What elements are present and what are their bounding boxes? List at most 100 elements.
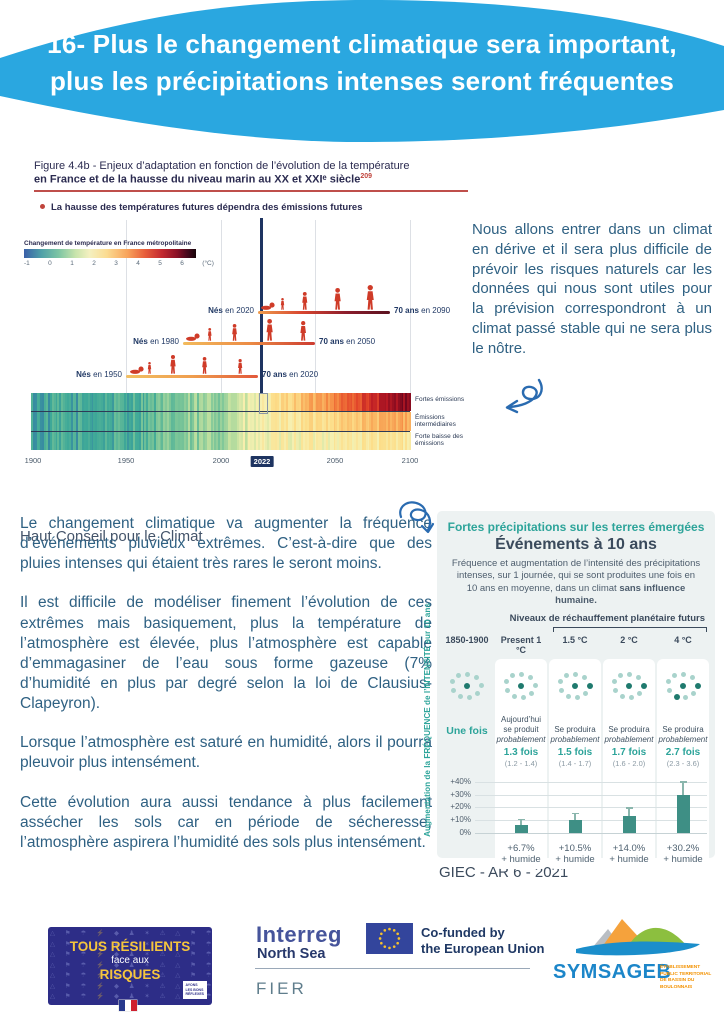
dot-cluster xyxy=(611,671,647,701)
frequency-times: 2.7 fois xyxy=(665,747,701,759)
figure-title-line2: en France et de la hausse du niveau mari… xyxy=(34,173,454,186)
column-header: Present 1 °C xyxy=(500,635,542,656)
generation-age-label: 70 ans en 2050 xyxy=(319,337,376,346)
figure-footnote-ref: 209 xyxy=(360,173,373,180)
y-axis-label: Augmentation de la FRÉQUENCE de l’INTENS… xyxy=(423,603,432,837)
colorbar-tick: 2 xyxy=(92,260,96,267)
symsageb-name: SYMSAGEB xyxy=(553,961,672,983)
x-tick: 2000 xyxy=(212,456,230,465)
frequency-range: (1.6 - 2.0) xyxy=(612,759,646,769)
pictogram-pattern: △ ⚑ ☂ ⚡ ◆ ♟ ✶ ⚠ △ ⚑ ☂ ◆ ⚡△ ⚑ ☂ ⚡ ◆ ♟ ✶ ⚠… xyxy=(50,930,212,1000)
eu-flag-icon xyxy=(366,923,413,954)
frequency-times: 1.7 fois xyxy=(611,747,647,759)
resilients-badge: AYONS LES BONS RÉFLEXES xyxy=(182,981,207,999)
paragraph-4: Cette évolution aura aussi tendance à pl… xyxy=(20,793,432,851)
gridline xyxy=(475,807,707,809)
aside-text: Nous allons entrer dans un climat en dér… xyxy=(472,221,712,357)
generation-born-label: Nés en 1980 xyxy=(133,337,179,346)
colorbar-tick: 4 xyxy=(136,260,140,267)
header-banner xyxy=(0,0,724,142)
probability-text: Se produira probablement xyxy=(550,725,600,745)
generation-bar-2020 xyxy=(258,311,390,314)
colorbar-unit: (°C) xyxy=(202,260,214,267)
dot-cluster xyxy=(665,671,701,701)
resilients-line2: face aux xyxy=(111,955,149,966)
gridline xyxy=(475,820,707,822)
france-flag-icon xyxy=(119,1000,137,1011)
stripe-label-mid: Émissions intermédiaires xyxy=(415,414,456,429)
warming-levels-label: Niveaux de réchauffement planétaire futu… xyxy=(509,613,705,625)
probability-text: Aujourd’hui se produit probablement xyxy=(496,715,546,745)
bar-label: +10.5% + humide xyxy=(555,843,595,866)
x-tick: 2050 xyxy=(326,456,344,465)
y-axis-tick: +20% xyxy=(450,802,471,812)
page-title-line2: plus les précipitations intenses seront … xyxy=(49,66,675,96)
colorbar-tick: -1 xyxy=(24,260,30,267)
figure-plot: Changement de température en France métr… xyxy=(20,216,468,545)
colorbar-tick: 1 xyxy=(70,260,74,267)
figure-panel: Figure 4.4b - Enjeux d’adaptation en fon… xyxy=(20,156,468,545)
gridline xyxy=(221,220,222,393)
column-card xyxy=(495,659,547,870)
arrow-doodle-icon xyxy=(399,501,435,534)
gridline-zero xyxy=(475,833,707,835)
generation-age-label: 70 ans en 2020 xyxy=(262,370,319,379)
generation-age-label: 70 ans en 2090 xyxy=(394,306,451,315)
stripe-label-low: Forte baisse des émissions xyxy=(415,433,464,448)
eu-credit: Co-funded by the European Union xyxy=(421,925,545,957)
gridline xyxy=(126,220,127,393)
figure-source: Haut Conseil pour le Climat xyxy=(20,528,203,545)
x-tick: 1950 xyxy=(117,456,135,465)
probability-text: Se produira probablement xyxy=(604,725,654,745)
frequency-label: Une fois xyxy=(446,725,488,738)
page-title-line1: 16- Plus le changement climatique sera i… xyxy=(47,29,677,59)
column-header: 4 °C xyxy=(674,635,692,646)
stripe-label-high: Fortes émissions xyxy=(415,396,465,403)
y-axis-tick: +30% xyxy=(450,790,471,800)
x-tick: 1900 xyxy=(24,456,42,465)
precip-chart-card: Fortes précipitations sur les terres éme… xyxy=(437,511,715,870)
column-card xyxy=(603,659,655,870)
symsageb-subtitle: ÉTABLISSEMENT PUBLIC TERRITORIAL DE BASS… xyxy=(660,965,712,991)
interreg-logo: Interreg xyxy=(256,922,342,947)
gridline xyxy=(475,782,707,784)
colorbar-ticks: -1 0 1 2 3 4 5 6 (°C) xyxy=(24,260,214,267)
frequency-range: (1.2 - 1.4) xyxy=(504,759,538,769)
figure-bullet: La hausse des températures futures dépen… xyxy=(40,202,468,213)
warming-stripes xyxy=(31,393,412,450)
paragraph-1: Le changement climatique va augmenter la… xyxy=(20,515,432,573)
page-title: 16- Plus le changement climatique sera i… xyxy=(0,26,724,100)
footer-divider xyxy=(255,968,530,969)
figure-title-text: en France et de la hausse du niveau mari… xyxy=(34,173,361,186)
generation-born-label: Nés en 1950 xyxy=(76,370,122,379)
chart-subtitle: Événements à 10 ans xyxy=(495,536,657,553)
y-axis-tick: 0% xyxy=(459,828,471,838)
gridline xyxy=(410,220,411,393)
levels-bracket xyxy=(553,627,707,633)
figure-rule xyxy=(34,189,468,192)
column-card xyxy=(657,659,709,870)
year-2022-box xyxy=(259,393,268,414)
column-header: 1.5 °C xyxy=(562,635,588,646)
frequency-times: 1.5 fois xyxy=(557,747,593,759)
bar-label: +6.7% + humide xyxy=(501,843,541,866)
symsageb-logo-icon xyxy=(576,919,700,956)
generation-bar-1980 xyxy=(183,342,315,345)
y-axis-tick: +40% xyxy=(450,777,471,787)
bar-label: +14.0% + humide xyxy=(609,843,649,866)
x-tick: 2100 xyxy=(401,456,419,465)
paragraph-2: Il est difficile de modéliser finement l… xyxy=(20,594,432,713)
column-header: 2 °C xyxy=(620,635,638,646)
x-tick-2022: 2022 xyxy=(250,456,274,467)
logo-resilients: △ ⚑ ☂ ⚡ ◆ ♟ ✶ ⚠ △ ⚑ ☂ ◆ ⚡△ ⚑ ☂ ⚡ ◆ ♟ ✶ ⚠… xyxy=(48,927,212,1005)
frequency-range: (1.4 - 1.7) xyxy=(558,759,592,769)
y-axis-tick: +10% xyxy=(450,815,471,825)
frequency-times: 1.3 fois xyxy=(503,747,539,759)
gridline xyxy=(475,795,707,797)
column-card xyxy=(549,659,601,870)
colorbar-tick: 5 xyxy=(158,260,162,267)
chart-columns: +40% +30% +20% +10% 0% Une fois Aujourd’… xyxy=(441,659,711,873)
chart-title: Fortes précipitations sur les terres éme… xyxy=(447,520,705,534)
figure-title-line1: Figure 4.4b - Enjeux d’adaptation en fon… xyxy=(34,160,410,172)
generation-bar-1950 xyxy=(126,375,258,378)
